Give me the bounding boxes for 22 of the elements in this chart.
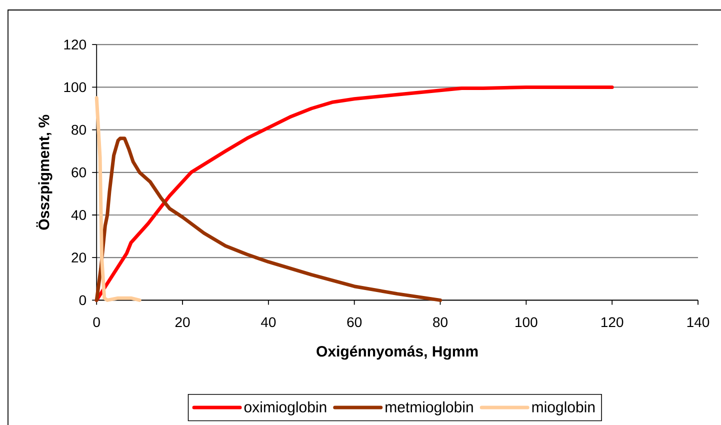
y-tick-label: 80 (72, 124, 86, 135)
x-tick-label: 80 (433, 317, 448, 328)
legend-label: oximioglobin (244, 401, 326, 416)
x-tick-label: 140 (687, 317, 710, 328)
y-tick-label: 0 (79, 295, 86, 306)
y-tick-label: 120 (64, 40, 86, 50)
line-series (94, 136, 442, 302)
x-tick-label: 40 (260, 317, 276, 328)
x-axis-title: Oxigénnyomás, Hgmm (316, 346, 478, 360)
x-tick-label: 120 (601, 317, 624, 328)
legend-label: metmioglobin (386, 401, 473, 416)
x-tick-label: 0 (93, 317, 100, 328)
y-tick-label: 40 (71, 210, 86, 220)
x-tick-label: 60 (347, 317, 362, 328)
legend-label: mioglobin (532, 401, 595, 416)
x-tick-label: 100 (516, 317, 538, 328)
y-axis-title: Összpigment, % (36, 114, 52, 230)
line-series (94, 96, 142, 302)
y-tick-label: 100 (64, 82, 86, 92)
y-tick-label: 20 (72, 252, 86, 263)
x-tick-label: 20 (175, 317, 190, 328)
y-tick-label: 60 (72, 167, 86, 178)
